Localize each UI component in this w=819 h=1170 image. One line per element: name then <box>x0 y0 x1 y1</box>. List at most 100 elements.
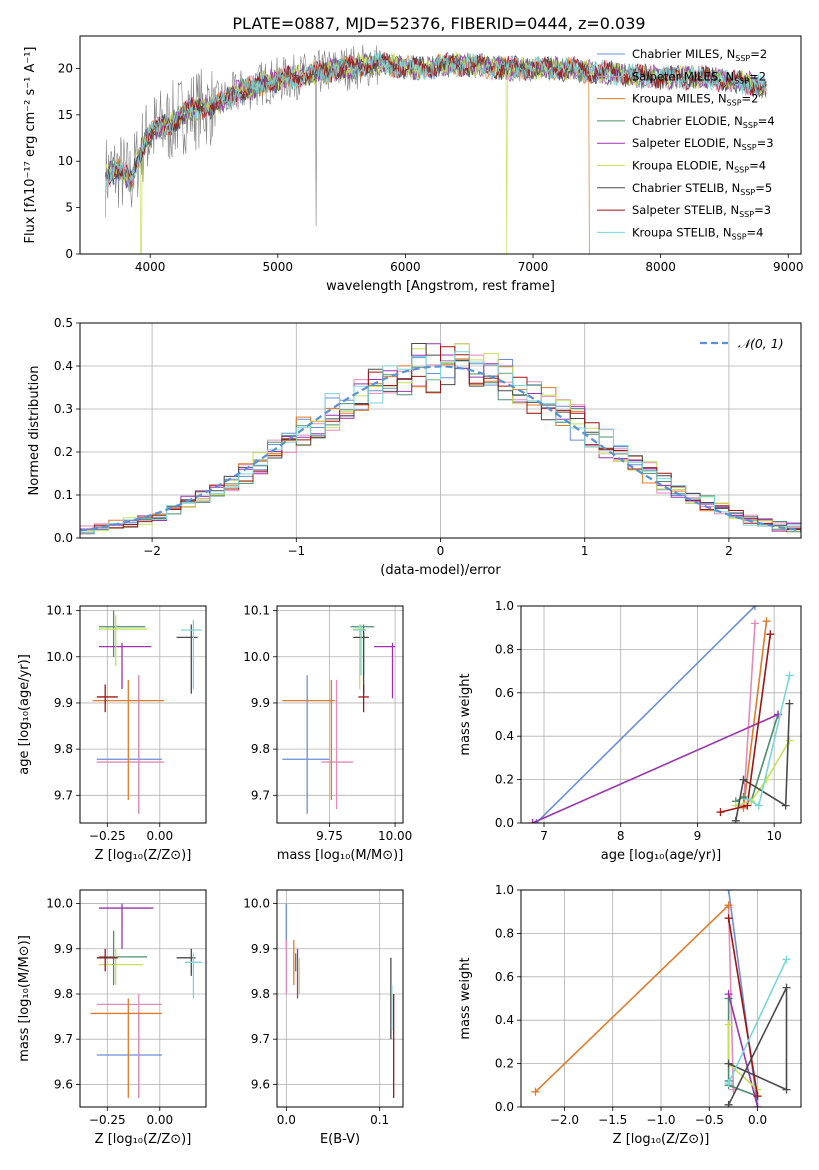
x-tick-label: 1 <box>581 544 589 558</box>
legend-name: Chabrier STELIB, N <box>632 181 740 195</box>
age-vs-Z-panel: −0.25 0.00 9.7 9.8 9.9 10.0 10.1 Z [log₁₀(Z/Z⊙)… <box>17 604 207 863</box>
model-spectrum-line <box>105 52 767 185</box>
weight-marker <box>724 914 733 923</box>
weight-marker <box>762 617 771 626</box>
x-tick-label: −1 <box>287 544 305 558</box>
legend-entry: Chabrier STELIB, NSSP=5 <box>632 181 772 197</box>
x-axis-label: age [log₁₀(age/yr)] <box>601 848 722 863</box>
x-tick-label: 2 <box>725 544 733 558</box>
weight-marker <box>724 901 733 910</box>
y-tick-label: 0.4 <box>495 1013 514 1027</box>
legend-suffix: =2 <box>742 92 759 106</box>
y-tick-label: 0.4 <box>54 359 73 373</box>
figure-title: PLATE=0887, MJD=52376, FIBERID=0444, z=0… <box>232 14 645 33</box>
error-bar-point <box>358 684 369 713</box>
model-spectrum-line <box>105 51 767 188</box>
legend-subscript: SSP <box>727 99 742 108</box>
legend-entry: Chabrier ELODIE, NSSP=4 <box>632 114 775 130</box>
x-tick-label: 8 <box>617 829 625 843</box>
x-tick-label: −1.0 <box>646 1113 675 1127</box>
legend-name: Chabrier MILES, N <box>632 47 735 61</box>
weight-marker <box>528 819 537 823</box>
axes-frame <box>79 889 207 1108</box>
legend-name: Kroupa STELIB, N <box>632 225 732 239</box>
legend-name: Kroupa MILES, N <box>632 92 727 106</box>
x-tick-label: 5000 <box>263 260 294 274</box>
legend-subscript: SSP <box>734 76 749 85</box>
weight-line <box>735 703 791 821</box>
weight-marker <box>785 699 794 708</box>
legend-entry: Kroupa ELODIE, NSSP=4 <box>632 159 766 175</box>
weight-vs-Z-panel: −2.0 −1.5 −1.0 −0.5 0.0 0.0 0.2 0.4 0.6 0.8 1.0 Z [… <box>458 883 802 1147</box>
y-tick-label: 1.0 <box>495 599 514 613</box>
legend-name: Kroupa ELODIE, N <box>632 159 734 173</box>
error-bar-point <box>96 948 118 972</box>
weight-line <box>534 904 730 1093</box>
y-tick-label: 0.2 <box>54 445 73 459</box>
axes-frame <box>520 605 802 824</box>
x-axis-label: Z [log₁₀(Z/Z⊙)] <box>95 1132 192 1147</box>
y-tick-label: 0.8 <box>495 926 514 940</box>
y-tick-label: 9.7 <box>54 1032 73 1046</box>
error-bar-point <box>374 642 396 699</box>
weight-marker <box>724 990 733 999</box>
x-tick-label: −2 <box>143 544 161 558</box>
x-axis-label: Z [log₁₀(Z/Z⊙)] <box>95 848 192 863</box>
age-vs-mass-panel: 9.75 10.00 9.7 9.8 9.9 10.0 10.1 mass [log₁₀(M/… <box>243 604 412 863</box>
legend-name: Salpeter MILES, N <box>632 69 734 83</box>
legend-suffix: =4 <box>747 225 764 239</box>
mass-vs-Z-panel: −0.25 0.00 9.6 9.7 9.8 9.9 10.0 Z [log₁₀(Z/Z⊙)]… <box>17 889 207 1147</box>
error-bar-point <box>98 642 152 690</box>
y-tick-label: 9.8 <box>251 742 270 756</box>
y-tick-label: 10.0 <box>243 897 270 911</box>
y-tick-label: 10.0 <box>46 650 73 664</box>
error-bar-point <box>282 675 330 814</box>
axes-frame <box>79 35 802 255</box>
error-bar-point <box>282 679 335 800</box>
y-tick-label: 15 <box>58 108 73 122</box>
error-bar-point <box>353 624 364 690</box>
y-tick-label: 10.1 <box>46 604 73 618</box>
y-tick-label: 0.6 <box>495 686 514 700</box>
legend-name: Salpeter ELODIE, N <box>632 136 742 150</box>
weight-marker <box>739 775 748 784</box>
x-tick-label: 7 <box>540 829 548 843</box>
x-tick-label: 4000 <box>135 260 166 274</box>
y-tick-label: 9.8 <box>251 987 270 1001</box>
y-tick-label: 9.8 <box>54 987 73 1001</box>
error-bar-point <box>96 684 118 713</box>
y-tick-label: 9.7 <box>54 788 73 802</box>
weight-marker <box>782 1085 791 1094</box>
weight-line <box>532 713 779 823</box>
weight-marker <box>743 795 752 804</box>
x-tick-label: 10 <box>767 829 782 843</box>
error-bar-point <box>350 624 375 676</box>
axes-frame <box>276 605 404 824</box>
x-tick-label: −0.5 <box>695 1113 724 1127</box>
x-tick-label: 0.0 <box>277 1113 296 1127</box>
weight-marker <box>753 1092 762 1101</box>
x-tick-label: 0 <box>437 544 445 558</box>
weight-marker <box>785 736 794 745</box>
y-tick-label: 0.6 <box>495 970 514 984</box>
weight-vs-age-panel: 7 8 9 10 0.0 0.2 0.4 0.6 0.8 1.0 age [log₁₀(age/yr… <box>458 599 802 863</box>
weight-marker <box>750 619 759 628</box>
mass-vs-ebv-panel: 0.0 0.1 9.6 9.7 9.8 9.9 10.0 E(B-V) <box>243 889 404 1147</box>
x-axis-label: Z [log₁₀(Z/Z⊙)] <box>613 1132 710 1147</box>
error-bar-point <box>98 948 143 985</box>
legend-entry: Kroupa MILES, NSSP=2 <box>632 92 758 108</box>
x-tick-label: 0.0 <box>748 1113 767 1127</box>
axes-frame <box>276 889 404 1108</box>
y-tick-label: 9.9 <box>251 942 270 956</box>
x-tick-label: −2.0 <box>550 1113 579 1127</box>
x-axis-label: E(B-V) <box>320 1132 360 1147</box>
y-tick-label: 1.0 <box>495 883 514 897</box>
x-tick-label: 6000 <box>390 260 421 274</box>
weight-marker <box>532 819 541 823</box>
y-tick-label: 0.0 <box>495 1100 514 1114</box>
y-tick-label: 20 <box>58 61 73 75</box>
y-tick-label: 0.2 <box>495 773 514 787</box>
weight-marker <box>754 801 763 810</box>
legend-subscript: SSP <box>739 210 754 219</box>
